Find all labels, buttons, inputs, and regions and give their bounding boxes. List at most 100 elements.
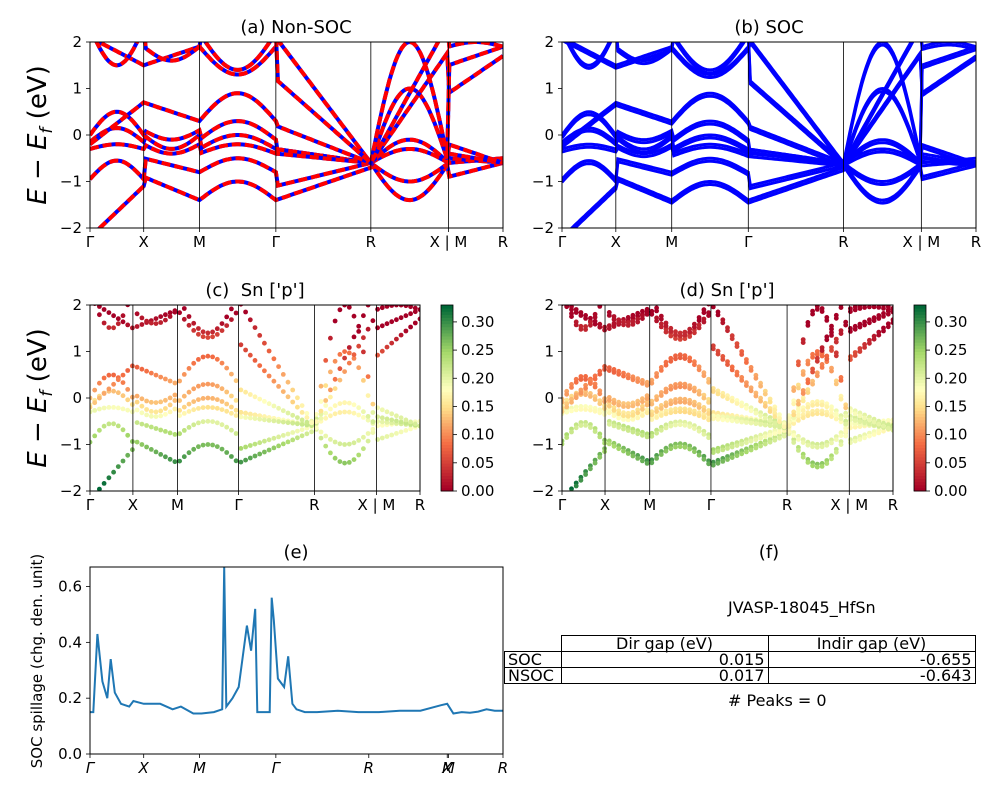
band-point	[692, 324, 697, 330]
band-point	[365, 438, 371, 444]
band-point	[262, 438, 267, 444]
band-point	[871, 336, 877, 342]
band-point	[602, 412, 607, 417]
band-point	[791, 440, 797, 445]
band-point	[379, 415, 385, 421]
band-point	[276, 384, 281, 389]
colorbar-segment	[914, 463, 926, 467]
band-point	[644, 382, 650, 388]
band-point	[748, 438, 754, 444]
band-point	[739, 451, 745, 457]
band-point	[833, 353, 839, 359]
band-point	[687, 386, 693, 391]
band-point	[677, 355, 683, 361]
band-point	[313, 419, 319, 425]
band-point	[838, 416, 844, 422]
band-point	[692, 388, 697, 394]
band-point	[134, 311, 140, 317]
band-point	[304, 411, 310, 416]
y-tick-label: −2	[60, 219, 82, 237]
band-point	[762, 415, 768, 421]
band-point	[867, 421, 872, 427]
band-point	[252, 453, 258, 459]
band-point	[744, 360, 749, 365]
band-point	[328, 406, 333, 412]
band-point	[753, 375, 759, 381]
band-point	[673, 444, 678, 450]
band-point	[814, 464, 820, 470]
band-point	[753, 421, 759, 427]
band-point	[384, 321, 390, 327]
band-point	[172, 392, 178, 398]
band-point	[720, 320, 726, 326]
band-point	[163, 429, 168, 434]
colorbar-segment	[914, 441, 926, 445]
band-point	[630, 417, 636, 422]
band-point	[871, 305, 877, 310]
band-point	[200, 382, 206, 387]
band-point	[262, 417, 267, 423]
band-point	[663, 403, 669, 409]
band-point	[616, 425, 622, 430]
band-point	[592, 376, 598, 382]
band-point	[814, 358, 820, 364]
band-point	[403, 428, 409, 433]
y-tick-label: 0	[72, 389, 82, 407]
band-point	[635, 379, 641, 384]
panel-c-points	[90, 305, 420, 491]
band-point	[720, 417, 726, 423]
colorbar-segment	[914, 456, 926, 461]
band-point	[379, 348, 385, 354]
band-point	[848, 417, 853, 422]
colorbar-segment	[914, 429, 926, 433]
band-point	[796, 401, 801, 407]
band-point	[389, 417, 395, 423]
band-point	[838, 378, 844, 383]
band-point	[625, 451, 631, 456]
band-point	[852, 424, 858, 430]
band-point	[857, 413, 863, 419]
band-point	[611, 443, 617, 449]
band-point	[120, 372, 126, 378]
band-point	[97, 486, 102, 491]
band-point	[97, 305, 102, 309]
band-point	[625, 413, 631, 419]
band-point	[715, 351, 721, 357]
band-point	[318, 408, 324, 414]
band-point	[814, 411, 820, 417]
band-point	[564, 305, 570, 308]
band-point	[800, 408, 806, 414]
colorbar-segment	[914, 481, 926, 486]
band-point	[247, 392, 253, 397]
band-point	[606, 441, 612, 447]
band-point	[744, 405, 749, 411]
colorbar-segment	[441, 305, 453, 309]
band-point	[753, 393, 759, 399]
x-tick-label: Γ	[272, 759, 282, 777]
band-point	[758, 443, 763, 449]
band-point	[200, 442, 206, 448]
band-point	[838, 305, 844, 310]
band-point	[569, 489, 574, 491]
band-point	[583, 472, 588, 477]
band-point	[398, 315, 404, 321]
colorbar-segment	[441, 419, 453, 424]
band-point	[682, 422, 688, 428]
band-point	[97, 427, 102, 433]
x-tick-label: R	[971, 233, 981, 251]
band-point	[848, 357, 853, 362]
band-point	[833, 381, 839, 387]
band-point	[224, 408, 230, 414]
y-tick-label: 0.6	[58, 578, 82, 596]
band-point	[214, 332, 220, 337]
band-point	[323, 358, 329, 363]
band-point	[403, 417, 409, 423]
band-point	[125, 397, 131, 403]
band-point	[573, 483, 579, 489]
colorbar-segment	[914, 345, 926, 349]
x-tick-label: X	[139, 233, 149, 251]
band-point	[224, 389, 230, 395]
band-point	[644, 312, 650, 317]
band-point	[611, 317, 617, 322]
band-point	[673, 336, 678, 341]
